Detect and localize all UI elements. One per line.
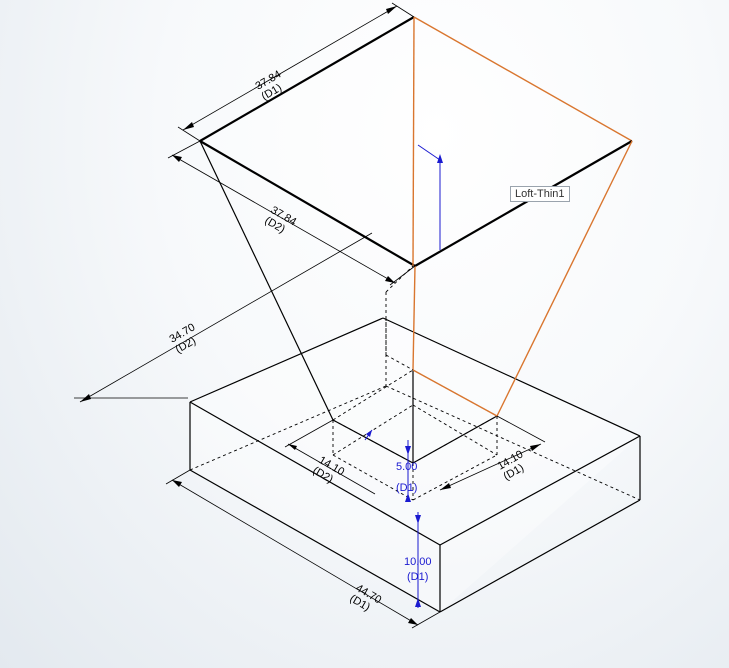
loft-side-front[interactable] <box>412 265 416 371</box>
base-edge-back-left[interactable] <box>189 317 384 403</box>
loft-side-back[interactable] <box>412 16 415 267</box>
loft-side-right[interactable] <box>496 140 633 417</box>
dim-bottom-left[interactable]: 14.10 (D2) <box>284 419 376 495</box>
base-edge-bottom-right[interactable] <box>439 499 641 613</box>
dim-offset-tag: (D1) <box>396 482 417 494</box>
base-edge-bottom-left[interactable] <box>189 469 441 613</box>
dim-offset[interactable]: 5.00 (D1) <box>364 429 417 502</box>
dim-base-thickness-value[interactable]: 10.00 <box>404 556 432 568</box>
base-edge-front-left[interactable] <box>189 401 441 546</box>
loft-bottom-back-right[interactable] <box>412 369 498 417</box>
loft-top-edge-front-left[interactable] <box>199 140 416 267</box>
loft-top-edge-back-left[interactable] <box>199 16 415 142</box>
base-block[interactable] <box>189 317 641 613</box>
dim-base-thickness-tag: (D1) <box>407 571 428 583</box>
loft-bottom-front-left[interactable] <box>332 419 414 464</box>
base-edge-back-right[interactable] <box>382 317 641 437</box>
loft-body[interactable] <box>199 16 633 464</box>
feature-callout[interactable]: Loft-Thin1 <box>510 186 570 202</box>
loft-bottom-front-right[interactable] <box>412 415 498 464</box>
dim-base-thickness[interactable]: 10.00 (D1) <box>404 512 432 608</box>
thickness-arrow <box>417 144 443 250</box>
loft-side-left[interactable] <box>199 140 334 421</box>
base-hidden-right <box>385 385 641 501</box>
base-edge-front-right[interactable] <box>439 435 641 546</box>
loft-top-edge-front-right[interactable] <box>414 140 633 267</box>
dim-offset-value[interactable]: 5.00 <box>396 461 417 473</box>
loft-top-edge-back-right[interactable] <box>413 16 633 142</box>
